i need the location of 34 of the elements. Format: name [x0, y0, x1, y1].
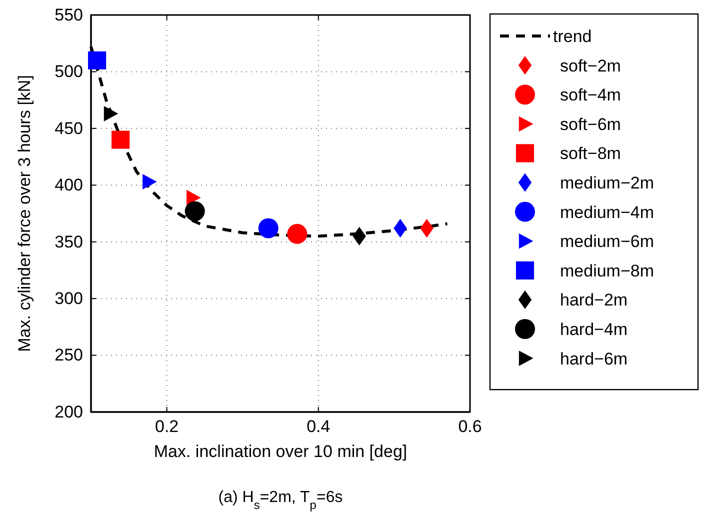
point [142, 174, 157, 190]
point [186, 190, 201, 206]
legend-label: medium−4m [560, 202, 654, 222]
point [184, 201, 205, 222]
legend-label: medium−2m [560, 174, 654, 192]
x-axis-title: Max. inclination over 10 min [deg] [154, 442, 408, 461]
y-tick-label: 300 [54, 289, 83, 308]
point [258, 218, 278, 238]
y-tick-label: 450 [54, 118, 83, 138]
y-tick-label: 400 [54, 176, 83, 195]
x-tick-label: 0.4 [306, 417, 330, 436]
legend-label: soft−2m [560, 56, 621, 76]
text: (a) H$_{s}$=2m, T$_{p}$=6s [218, 489, 343, 512]
y-tick-label: 250 [54, 346, 83, 365]
x-tick-label: 0.2 [154, 417, 179, 436]
point [104, 106, 118, 122]
legend-label: soft−8m [560, 144, 621, 164]
legend-label: hard−6m [560, 349, 628, 368]
point [287, 224, 308, 244]
legend-label: soft−4m [560, 86, 621, 105]
legend-label: soft−6m [560, 114, 621, 134]
x-tick-label: 0.6 [458, 417, 482, 436]
legend-label: hard−2m [560, 290, 628, 310]
legend-label: hard−4m [560, 320, 628, 339]
legend-label: medium−6m [560, 232, 654, 252]
point [88, 51, 106, 70]
legend-label: medium−8m [560, 261, 654, 280]
y-tick-label: 350 [54, 232, 83, 252]
y-tick-label: 200 [54, 402, 83, 422]
y-tick-label: 550 [54, 5, 83, 24]
point [112, 130, 130, 149]
legend-label: trend [553, 27, 592, 46]
y-axis-title: Max. cylinder force over 3 hours [kN] [15, 75, 34, 352]
y-tick-label: 500 [54, 62, 83, 82]
